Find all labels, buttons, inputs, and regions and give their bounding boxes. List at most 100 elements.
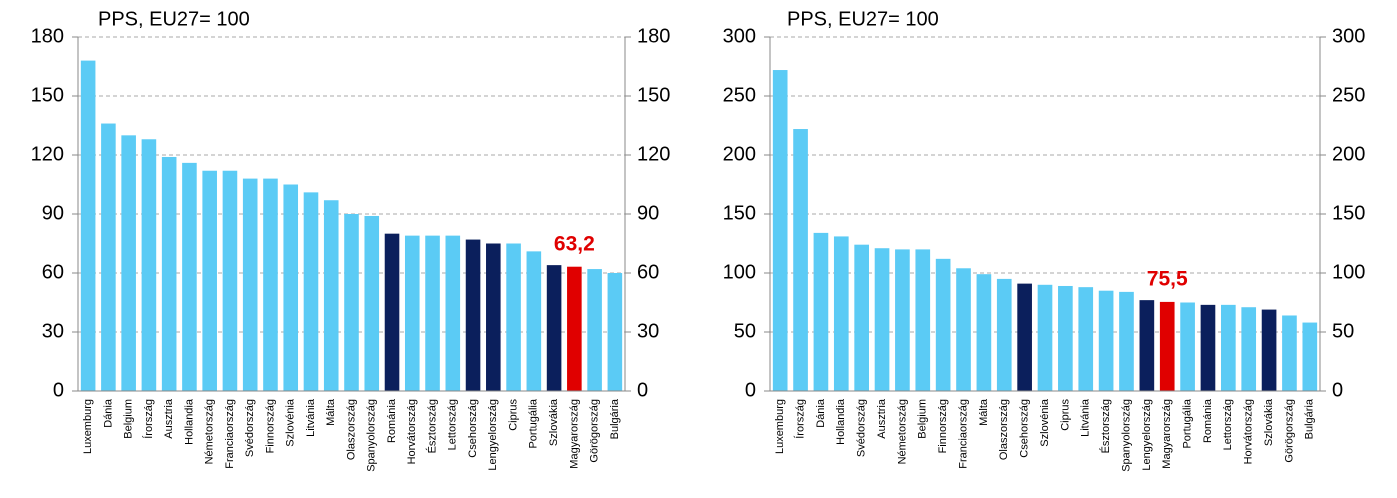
x-tick-label: Portugália: [1181, 398, 1193, 448]
x-tick-label: Románia: [1202, 398, 1214, 443]
bar: [915, 249, 931, 391]
bar: [1200, 304, 1216, 391]
bar: [567, 266, 582, 391]
y2-tick-label: 180: [637, 25, 670, 47]
y2-tick-label: 100: [1332, 261, 1365, 283]
bar: [874, 248, 890, 391]
x-tick-label: Finnország: [264, 399, 276, 453]
x-tick-label: Franciaország: [957, 399, 969, 469]
bar: [384, 233, 400, 391]
y2-tick-label: 300: [1332, 25, 1365, 47]
chart-title: PPS, EU27= 100: [98, 8, 250, 30]
x-tick-label: Horvátország: [406, 399, 418, 464]
x-tick-label: Írország: [142, 399, 155, 439]
y2-tick-label: 0: [1332, 379, 1343, 401]
x-tick-label: Belgium: [123, 399, 135, 439]
bar: [425, 235, 440, 391]
y-tick-label: 100: [723, 261, 756, 283]
y2-tick-label: 200: [1332, 143, 1365, 165]
bar: [1017, 283, 1032, 391]
bar: [141, 139, 157, 391]
x-tick-label: Észtország: [1099, 399, 1112, 453]
bar: [101, 123, 116, 392]
y2-tick-label: 30: [637, 320, 659, 342]
x-tick-label: Bulgária: [1304, 398, 1316, 439]
bar: [222, 170, 238, 391]
bar: [465, 239, 481, 391]
x-tick-label: Szlovénia: [1039, 398, 1051, 447]
x-tick-label: Litvánia: [305, 398, 317, 437]
x-tick-label: Bulgária: [609, 398, 621, 439]
y-tick-label: 180: [31, 25, 64, 47]
x-tick-label: Luxemburg: [82, 399, 94, 454]
bar: [956, 268, 971, 391]
bar: [587, 269, 602, 391]
x-tick-label: Hollandia: [835, 398, 847, 445]
x-tick-label: Ausztria: [163, 398, 175, 439]
y-tick-label: 250: [723, 84, 756, 106]
x-tick-label: Dánia: [815, 398, 827, 428]
x-tick-label: Franciaország: [224, 399, 236, 469]
x-tick-label: Csehország: [1019, 399, 1031, 458]
x-tick-label: Svédország: [856, 399, 868, 457]
x-tick-label: Finnország: [937, 399, 949, 453]
bar: [80, 60, 96, 391]
bar: [1119, 291, 1134, 391]
bar: [486, 243, 501, 391]
x-tick-label: Németország: [204, 399, 216, 464]
x-tick-label: Románia: [386, 398, 398, 443]
x-tick-label: Írország: [793, 399, 806, 439]
x-tick-label: Hollandia: [183, 398, 195, 445]
bar: [242, 178, 258, 391]
x-tick-label: Lettország: [1222, 399, 1234, 450]
x-tick-label: Ausztria: [876, 398, 888, 439]
bar: [996, 278, 1012, 391]
y2-tick-label: 60: [637, 261, 659, 283]
x-tick-label: Spanyolország: [1120, 399, 1132, 472]
y2-tick-label: 0: [637, 379, 648, 401]
y2-tick-label: 150: [1332, 202, 1365, 224]
x-tick-label: Görögország: [1283, 399, 1295, 463]
x-tick-label: Ciprus: [1059, 399, 1071, 431]
x-tick-label: Magyarország: [1161, 399, 1173, 469]
y2-tick-label: 150: [637, 84, 670, 106]
bar: [161, 156, 177, 391]
bar: [854, 244, 869, 391]
y2-tick-label: 90: [637, 202, 659, 224]
bar: [1058, 285, 1073, 391]
bar: [1282, 315, 1297, 391]
bar: [772, 70, 788, 391]
y-tick-label: 50: [734, 320, 756, 342]
bar: [1221, 304, 1236, 391]
y-tick-label: 300: [723, 25, 756, 47]
bar: [445, 235, 461, 391]
y-tick-label: 120: [31, 143, 64, 165]
bar: [263, 178, 278, 391]
x-tick-label: Ciprus: [507, 399, 519, 431]
value-label: 75,5: [1147, 267, 1188, 290]
bar: [976, 274, 992, 391]
bar: [202, 170, 217, 391]
bar: [607, 273, 623, 391]
x-tick-label: Lengyelország: [487, 399, 499, 471]
x-tick-label: Magyarország: [568, 399, 580, 469]
bar: [323, 200, 339, 391]
x-tick-label: Luxemburg: [774, 399, 786, 454]
x-tick-label: Csehország: [467, 399, 479, 458]
bar: [344, 214, 359, 391]
bar: [1302, 322, 1318, 391]
y-tick-label: 90: [42, 202, 64, 224]
x-tick-label: Olaszország: [998, 399, 1010, 460]
bar: [1078, 287, 1094, 391]
bar: [506, 243, 521, 391]
x-tick-label: Litvánia: [1080, 398, 1092, 437]
bar: [1241, 307, 1257, 391]
y-tick-label: 0: [53, 379, 64, 401]
bar: [1159, 301, 1175, 391]
chart-title: PPS, EU27= 100: [787, 8, 939, 30]
y-tick-label: 150: [31, 84, 64, 106]
x-tick-label: Lengyelország: [1141, 399, 1153, 471]
y-tick-label: 0: [745, 379, 756, 401]
bar: [121, 135, 136, 391]
